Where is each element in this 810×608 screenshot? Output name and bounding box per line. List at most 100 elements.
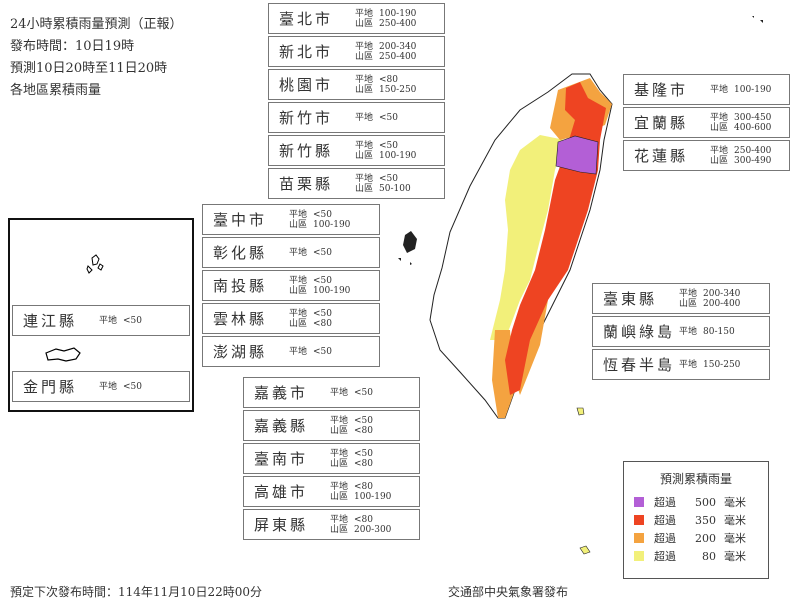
mountain-label: 山區	[710, 122, 729, 133]
plain-value: <50	[313, 209, 332, 220]
region-name: 金門縣	[23, 378, 78, 396]
legend-prefix: 超過	[654, 514, 676, 527]
legend-value: 350	[695, 513, 716, 527]
region-name: 基隆市	[634, 81, 689, 99]
mountain-value: 100-190	[313, 219, 351, 230]
region-name: 臺中市	[213, 211, 268, 229]
plain-value: 300-450	[734, 112, 772, 123]
map-header: 24小時累積雨量預測（正報） 發布時間：10日19時 預測10日20時至11日2…	[10, 14, 183, 102]
mountain-label: 山區	[330, 425, 349, 436]
mountain-label: 山區	[330, 524, 349, 535]
legend-value: 500	[695, 495, 716, 509]
region-name: 雲林縣	[213, 310, 268, 328]
region-box: 臺南市 平地 <50 山區 <80	[243, 443, 420, 474]
plain-label: 平地	[355, 41, 374, 52]
region-name: 嘉義縣	[254, 417, 309, 435]
mountain-label: 山區	[355, 183, 374, 194]
mountain-value: 250-400	[379, 18, 417, 29]
region-box: 新竹縣 平地 <50 山區 100-190	[268, 135, 445, 166]
legend-item: 超過 80 毫米	[624, 547, 768, 565]
legend-item: 超過 500 毫米	[624, 493, 768, 511]
mountain-label: 山區	[355, 51, 374, 62]
plain-value: <80	[354, 481, 373, 492]
region-name: 臺南市	[254, 450, 309, 468]
mountain-value: 250-400	[379, 51, 417, 62]
region-name: 恆春半島	[603, 356, 676, 374]
plain-label: 平地	[99, 315, 118, 326]
region-box: 連江縣 平地 <50	[12, 305, 190, 336]
offshore-islands-inset	[8, 218, 194, 412]
plain-label: 平地	[679, 288, 698, 299]
region-box: 南投縣 平地 <50 山區 100-190	[202, 270, 380, 301]
plain-label: 平地	[330, 481, 349, 492]
region-name: 連江縣	[23, 312, 78, 330]
region-name: 臺東縣	[603, 290, 658, 308]
plain-value: <50	[354, 448, 373, 459]
region-box: 澎湖縣 平地 <50	[202, 336, 380, 367]
plain-label: 平地	[710, 112, 729, 123]
zone-purple	[555, 135, 599, 175]
issue-time: 發布時間：10日19時	[10, 39, 135, 54]
mountain-value: <80	[354, 425, 373, 436]
region-name: 苗栗縣	[279, 175, 334, 193]
region-box: 蘭嶼綠島 平地 80-150	[592, 316, 770, 347]
mountain-label: 山區	[355, 18, 374, 29]
map-title: 24小時累積雨量預測（正報）	[10, 17, 183, 32]
plain-label: 平地	[710, 84, 729, 95]
legend-prefix: 超過	[654, 532, 676, 545]
region-box: 臺北市 平地 100-190 山區 250-400	[268, 3, 445, 34]
mountain-value: 150-250	[379, 84, 417, 95]
offshore-islands-map	[45, 254, 104, 362]
legend-unit: 毫米	[724, 514, 746, 527]
mountain-value: 400-600	[734, 122, 772, 133]
legend-swatch	[634, 551, 644, 561]
plain-value: 100-190	[379, 8, 417, 19]
plain-label: 平地	[289, 346, 308, 357]
mountain-label: 山區	[330, 458, 349, 469]
mountain-value: 100-190	[354, 491, 392, 502]
legend-swatch	[634, 497, 644, 507]
plain-label: 平地	[679, 326, 698, 337]
region-name: 南投縣	[213, 277, 268, 295]
legend-title: 預測累積雨量	[659, 472, 732, 486]
mountain-value: 300-490	[734, 155, 772, 166]
plain-value: <50	[313, 275, 332, 286]
region-name: 澎湖縣	[213, 343, 268, 361]
legend-value: 200	[695, 531, 716, 545]
map-subtitle: 各地區累積雨量	[10, 83, 102, 98]
plain-label: 平地	[355, 74, 374, 85]
region-name: 嘉義市	[254, 384, 309, 402]
region-box: 嘉義市 平地 <50	[243, 377, 420, 408]
plain-value: <50	[313, 308, 332, 319]
legend-item: 超過 350 毫米	[624, 511, 768, 529]
mountain-value: 50-100	[379, 183, 411, 194]
plain-value: <80	[354, 514, 373, 525]
plain-label: 平地	[330, 387, 349, 398]
region-name: 新北市	[279, 43, 334, 61]
plain-label: 平地	[289, 209, 308, 220]
legend-item: 超過 200 毫米	[624, 529, 768, 547]
plain-value: 100-190	[734, 84, 772, 95]
legend-swatch	[634, 515, 644, 525]
plain-label: 平地	[289, 308, 308, 319]
region-name: 宜蘭縣	[634, 114, 689, 132]
region-name: 彰化縣	[213, 244, 268, 262]
plain-value: <50	[313, 346, 332, 357]
legend: 預測累積雨量 超過 500 毫米 超過 350 毫米 超過 200 毫米 超過 80 毫米	[623, 461, 769, 579]
legend-unit: 毫米	[724, 496, 746, 509]
mountain-label: 山區	[289, 318, 308, 329]
region-box: 新北市 平地 200-340 山區 250-400	[268, 36, 445, 67]
plain-value: 80-150	[703, 326, 735, 337]
region-name: 臺北市	[279, 10, 334, 28]
forecast-period: 預測10日20時至11日20時	[10, 61, 168, 76]
mountain-value: <80	[354, 458, 373, 469]
region-box: 恆春半島 平地 150-250	[592, 349, 770, 380]
plain-value: <50	[379, 173, 398, 184]
mountain-label: 山區	[355, 84, 374, 95]
next-issue-time: 預定下次發布時間：114年11月10日22時00分	[10, 585, 262, 599]
plain-label: 平地	[710, 145, 729, 156]
plain-value: <50	[123, 315, 142, 326]
region-box: 新竹市 平地 <50	[268, 102, 445, 133]
plain-value: <80	[379, 74, 398, 85]
plain-label: 平地	[679, 359, 698, 370]
